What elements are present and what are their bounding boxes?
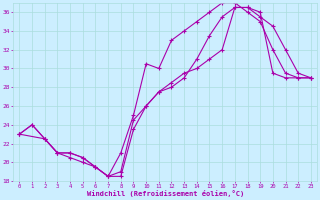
- X-axis label: Windchill (Refroidissement éolien,°C): Windchill (Refroidissement éolien,°C): [86, 190, 244, 197]
